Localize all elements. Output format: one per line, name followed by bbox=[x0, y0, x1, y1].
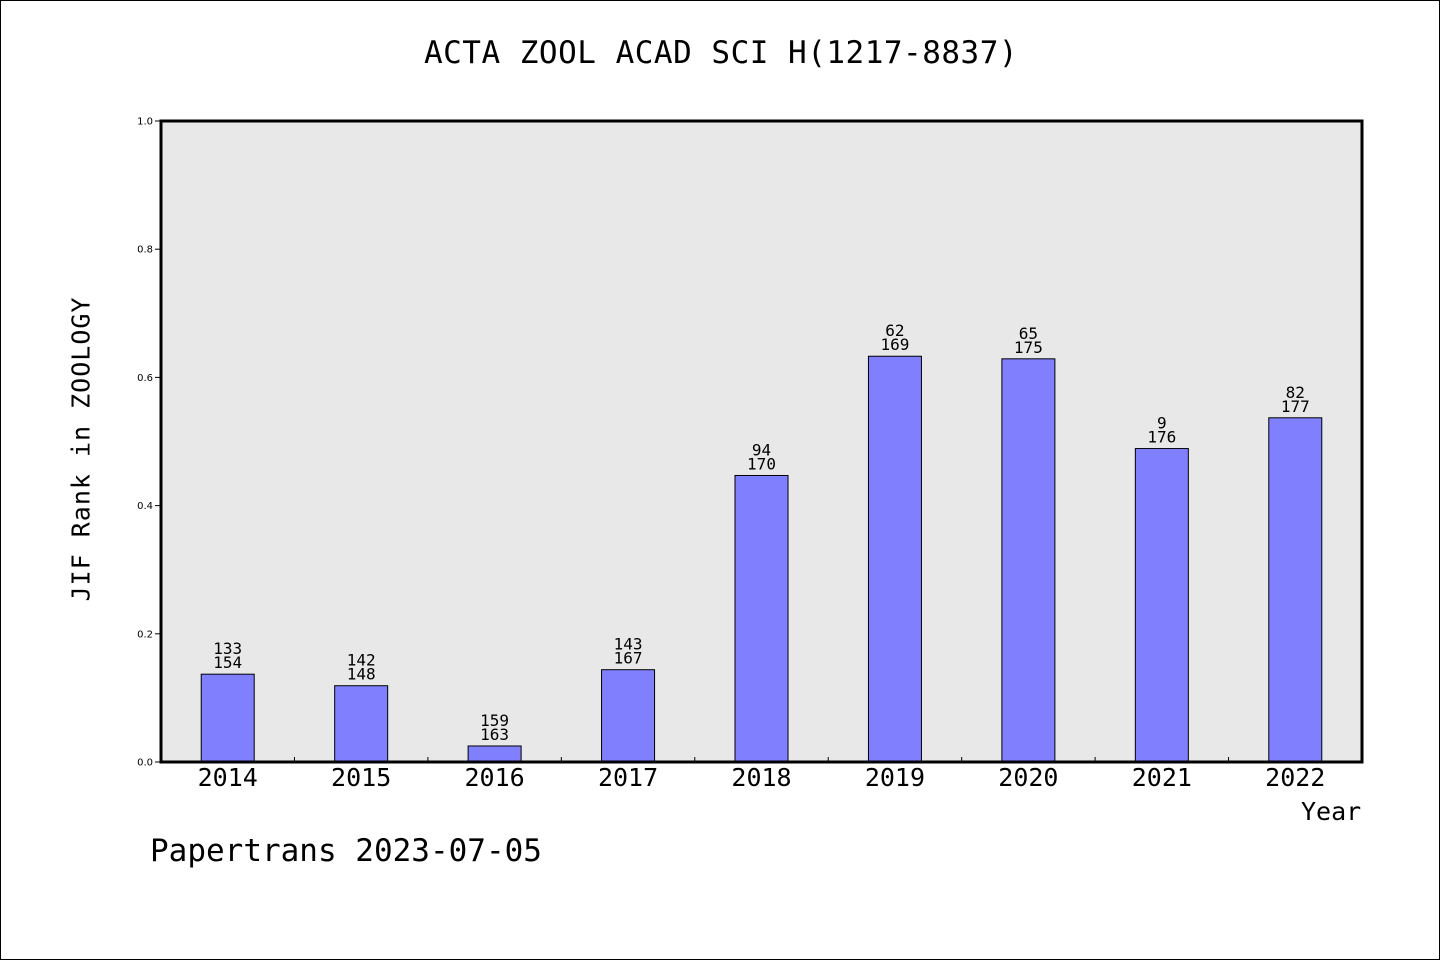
bar-2022 bbox=[1268, 417, 1323, 763]
x-axis-label: Year bbox=[1301, 797, 1362, 826]
bar-2019 bbox=[867, 355, 922, 763]
bar-2016 bbox=[467, 745, 522, 763]
x-tick-label: 2014 bbox=[198, 763, 258, 792]
bar-label-total-2014: 154 bbox=[213, 653, 242, 672]
bar-label-rank-2021: 9 bbox=[1157, 414, 1167, 433]
x-tick-label: 2015 bbox=[331, 763, 391, 792]
bar-label-rank-2017: 143 bbox=[614, 635, 643, 654]
x-tick-label: 2021 bbox=[1132, 763, 1192, 792]
y-tick-label: 1.0 bbox=[137, 117, 153, 128]
bar-label-rank-2020: 65 bbox=[1019, 324, 1038, 343]
bar-label-rank-2014: 133 bbox=[213, 639, 242, 658]
bar-label-total-2022: 177 bbox=[1281, 397, 1310, 416]
x-tick-label: 2022 bbox=[1265, 763, 1325, 792]
bar-2014 bbox=[200, 673, 255, 763]
x-tick-label: 2020 bbox=[998, 763, 1058, 792]
bar-label-total-2017: 167 bbox=[614, 649, 643, 668]
y-tick-label: 0.4 bbox=[137, 501, 153, 512]
bar-2015 bbox=[334, 685, 389, 763]
y-tick-label: 0.2 bbox=[137, 629, 153, 640]
bar-label-total-2016: 163 bbox=[480, 725, 509, 744]
bar-label-rank-2016: 159 bbox=[480, 711, 509, 730]
x-tick-label: 2017 bbox=[598, 763, 658, 792]
y-tick-label: 0.8 bbox=[137, 245, 153, 256]
bar-label-total-2020: 175 bbox=[1014, 338, 1043, 357]
bar-label-rank-2018: 94 bbox=[752, 440, 771, 459]
bar-2017 bbox=[601, 669, 656, 763]
bar-label-total-2018: 170 bbox=[747, 454, 776, 473]
bar-label-rank-2022: 82 bbox=[1286, 383, 1305, 402]
y-tick-label: 0.6 bbox=[137, 373, 153, 384]
bar-label-total-2015: 148 bbox=[347, 665, 376, 684]
bar-label-total-2019: 169 bbox=[880, 335, 909, 354]
bar-label-rank-2019: 62 bbox=[885, 321, 904, 340]
bar-label-total-2021: 176 bbox=[1147, 428, 1176, 447]
chart-title: ACTA ZOOL ACAD SCI H(1217-8837) bbox=[423, 35, 1019, 71]
x-tick-label: 2019 bbox=[865, 763, 925, 792]
footer-credit: Papertrans 2023-07-05 bbox=[150, 833, 542, 869]
plot-frame bbox=[159, 119, 1364, 764]
y-tick-label: 0.0 bbox=[137, 758, 153, 769]
x-tick-label: 2016 bbox=[465, 763, 525, 792]
x-tick-label: 2018 bbox=[731, 763, 791, 792]
bar-label-rank-2015: 142 bbox=[347, 651, 376, 670]
bar-2018 bbox=[734, 474, 789, 763]
bar-2020 bbox=[1001, 358, 1056, 763]
bar-2021 bbox=[1134, 448, 1189, 763]
